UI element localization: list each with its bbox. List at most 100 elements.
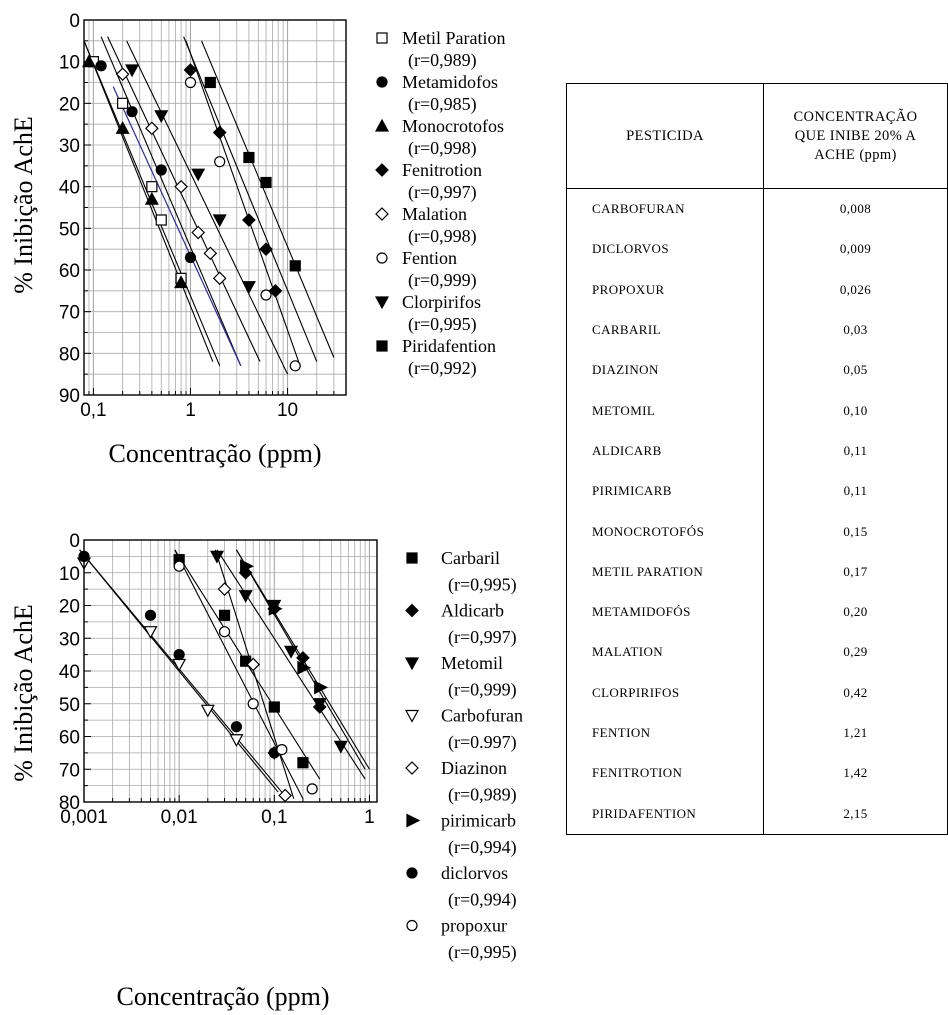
data-point-metomil [284, 645, 299, 659]
table-row: CARBARIL 0,03 [566, 309, 948, 351]
data-point-malation [191, 225, 206, 240]
cell-concentration: 0,10 [763, 390, 948, 431]
data-point-pirimicarb [240, 559, 255, 574]
cell-pesticide: MONOCROTOFÓS [566, 511, 764, 552]
x-tick-label: 1 [185, 400, 196, 421]
legend-label: propoxur [441, 916, 507, 936]
x-tick-label: 0,01 [161, 807, 198, 828]
inhibition-table: PESTICIDA CONCENTRAÇÃO QUE INIBE 20% A A… [566, 83, 948, 835]
y-tick-label: 50 [59, 219, 80, 240]
table-row: METOMIL 0,10 [566, 390, 948, 431]
fit-line-piridafention [201, 40, 335, 358]
data-point-piridafention [260, 176, 272, 189]
legend-r-value: (r=0,999) [448, 679, 517, 700]
data-point-fention [289, 360, 301, 372]
data-point-malation [203, 246, 218, 261]
legend-marker [376, 252, 388, 264]
cell-concentration: 0,009 [763, 229, 948, 270]
data-point-metamidofos [155, 164, 167, 176]
data-point-piridafention [243, 151, 255, 164]
y-tick-label: 20 [59, 597, 80, 618]
table-body: CARBOFURAN 0,008 DICLORVOS 0,009 PROPOXUR 0,0… [566, 188, 948, 835]
y-tick-label: 50 [59, 695, 80, 716]
legend-label: Fention [402, 248, 457, 268]
table-row: PIRIDAFENTION 2,15 [566, 793, 948, 835]
data-point-diclorvos [173, 649, 185, 661]
cell-concentration: 1,21 [763, 712, 948, 754]
header-concentration-line-2: QUE INIBE 20% A [794, 127, 917, 144]
table-row: METAMIDOFÓS 0,20 [566, 591, 948, 633]
data-point-metil-paration [155, 214, 167, 226]
cell-pesticide: CARBARIL [566, 309, 764, 351]
fit-line-fention [183, 36, 318, 362]
legend-r-value: (r=0,994) [448, 837, 517, 858]
table-row: ALDICARB 0,11 [566, 430, 948, 472]
cell-concentration: 0,026 [763, 269, 948, 310]
chart-top-y-axis-title: % Inibição AchE [9, 116, 38, 294]
chart-bottom-axes: 0 10 20 30 40 50 60 70 800,001 0,01 0,1 1 [59, 531, 378, 828]
legend-r-value: (r=0,995) [448, 574, 517, 595]
data-point-fenitrotion [242, 213, 256, 227]
y-tick-label: 80 [59, 793, 80, 814]
legend-marker [374, 118, 390, 132]
y-tick-label: 0 [69, 531, 80, 552]
cell-pesticide: CARBOFURAN [566, 188, 764, 230]
legend-label: Carbaril [441, 548, 500, 568]
data-point-pirimicarb [268, 601, 283, 616]
y-tick-label: 0 [69, 11, 80, 32]
legend-r-value: (r=0,999) [408, 270, 477, 291]
data-point-clorpirifos [191, 168, 206, 182]
legend-label: Fenitrotion [402, 160, 482, 180]
cell-pesticide: FENTION [566, 712, 764, 754]
data-point-carbaril [297, 757, 309, 769]
legend-r-value: (r=0,998) [408, 138, 477, 159]
chart-top-x-axis-title: Concentração (ppm) [109, 439, 322, 468]
data-point-metomil [210, 550, 225, 564]
cell-concentration: 0,05 [763, 350, 948, 391]
legend-marker [406, 813, 421, 828]
legend-r-value: (r=0,997) [448, 627, 517, 648]
header-concentration-line-3: ACHE (ppm) [814, 146, 897, 163]
chart-bottom-y-axis-title: % Inibição AchE [9, 604, 38, 782]
data-point-piridafention [204, 76, 216, 89]
table-row: CLORPIRIFOS 0,42 [566, 672, 948, 713]
legend-marker [375, 207, 389, 221]
legend-r-value: (r=0,989) [408, 50, 477, 71]
cell-pesticide: METAMIDOFÓS [566, 591, 764, 633]
cell-pesticide: DIAZINON [566, 350, 764, 391]
fit-line-clorpirifos [126, 40, 289, 375]
legend-label: Clorpirifos [402, 292, 481, 312]
y-tick-label: 70 [59, 303, 80, 324]
header-concentration-line-1: CONCENTRAÇÃO [793, 108, 918, 125]
legend-marker [404, 657, 420, 671]
cell-concentration: 0,11 [763, 430, 948, 472]
cell-concentration: 2,15 [763, 793, 948, 835]
cell-pesticide: CLORPIRIFOS [566, 672, 764, 713]
data-point-propoxur [276, 743, 288, 756]
legend-marker [376, 32, 388, 44]
data-point-propoxur [218, 626, 231, 638]
legend-label: pirimicarb [441, 811, 516, 831]
table-row: PIRIMICARB 0,11 [566, 471, 948, 512]
data-point-fention [260, 289, 272, 301]
data-point-fention [184, 76, 197, 89]
legend-r-value: (r=0.997) [448, 732, 517, 753]
data-point-malation [174, 179, 188, 194]
header-pesticide: PESTICIDA [566, 83, 764, 189]
data-point-clorpirifos [125, 64, 140, 78]
data-point-metomil [238, 590, 253, 603]
data-point-metomil [333, 740, 348, 754]
table-header-row: PESTICIDA CONCENTRAÇÃO QUE INIBE 20% A A… [566, 83, 948, 189]
legend-r-value: (r=0,995) [448, 942, 517, 963]
cell-concentration: 0,15 [763, 511, 948, 552]
cell-pesticide: PIRIDAFENTION [566, 793, 764, 835]
data-point-diazinon [217, 582, 232, 596]
x-tick-label: 0,001 [60, 807, 108, 828]
cell-pesticide: FENITROTION [566, 753, 764, 794]
y-tick-label: 10 [59, 53, 80, 74]
chart-top-points [81, 54, 301, 372]
legend-r-value: (r=0,995) [408, 314, 477, 335]
y-tick-label: 80 [59, 344, 80, 365]
table-row: MONOCROTOFÓS 0,15 [566, 511, 948, 552]
